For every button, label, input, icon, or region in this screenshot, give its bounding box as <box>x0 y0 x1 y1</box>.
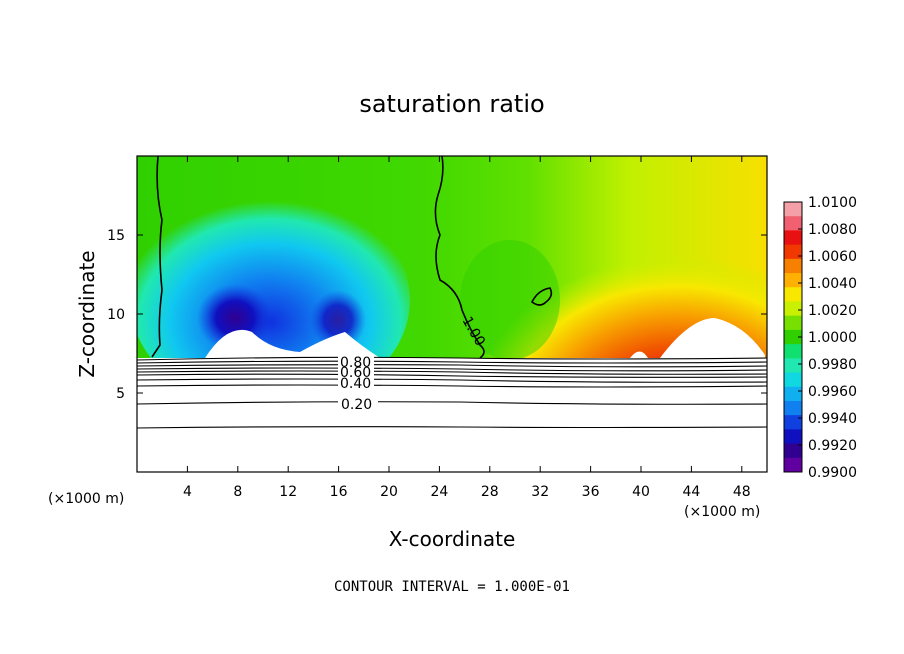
x-tick-label: 20 <box>380 484 398 500</box>
colorbar: 1.0100 1.0080 1.0060 1.0040 1.0020 1.0000 0.99… <box>783 195 857 481</box>
colorbar-segment <box>784 400 802 416</box>
contour-label-0-20: 0.20 <box>341 397 372 413</box>
lower-contours <box>137 356 767 429</box>
x-unit-label-left: (×1000 m) <box>48 491 124 507</box>
colorbar-segment <box>784 344 802 359</box>
colorbar-segment <box>784 429 802 445</box>
x-tick-label: 48 <box>733 484 751 500</box>
x-tick-label: 36 <box>582 484 600 500</box>
x-tick-label: 32 <box>531 484 549 500</box>
colorbar-tick-label: 1.0020 <box>808 303 857 319</box>
y-axis-ticks: 5 10 15 <box>107 228 767 402</box>
x-tick-label: 16 <box>330 484 348 500</box>
lower-region <box>137 358 767 472</box>
colorbar-segment <box>784 202 802 217</box>
plot-area: 0.80 0.60 0.40 0.20 1.00 <box>137 156 767 472</box>
colorbar-segment <box>784 244 802 260</box>
y-tick-label: 15 <box>107 228 125 244</box>
x-tick-label: 28 <box>481 484 499 500</box>
colorbar-segment <box>784 386 802 402</box>
blue-core-right <box>310 290 366 350</box>
colorbar-segment <box>784 216 802 231</box>
y-tick-label: 5 <box>116 386 125 402</box>
x-unit-label-right: (×1000 m) <box>684 504 760 520</box>
x-tick-label: 8 <box>233 484 242 500</box>
x-axis-ticks: 4 8 12 16 20 24 28 32 36 40 44 48 <box>183 156 751 500</box>
x-axis-title: X-coordinate <box>389 527 516 551</box>
colorbar-tick-label: 0.9920 <box>808 438 857 454</box>
colorbar-segment <box>784 329 802 345</box>
contour-interval-note: CONTOUR INTERVAL = 1.000E-01 <box>334 579 570 595</box>
contour-1-00-left <box>151 156 163 358</box>
contour-1-00-mid <box>434 156 485 359</box>
colorbar-tick-label: 1.0040 <box>808 276 857 292</box>
colorbar-tick-label: 0.9940 <box>808 411 857 427</box>
colorbar-tick-label: 0.9900 <box>808 465 857 481</box>
terrain-left-peak <box>205 329 380 358</box>
colorbar-segment <box>784 443 802 459</box>
terrain-small-peak <box>630 351 648 358</box>
colorbar-segment <box>784 415 802 430</box>
colorbar-tick-label: 1.0000 <box>808 330 857 346</box>
colorbar-segment <box>784 358 802 374</box>
x-tick-label: 40 <box>632 484 650 500</box>
contour-1-00-island <box>530 287 553 306</box>
colorbar-segment <box>784 230 802 246</box>
green-band <box>460 240 560 360</box>
x-tick-label: 4 <box>183 484 192 500</box>
colorbar-tick-label: 0.9980 <box>808 357 857 373</box>
colorbar-tick-label: 1.0060 <box>808 249 857 265</box>
colorbar-segment <box>784 301 802 317</box>
colorbar-tick-label: 1.0100 <box>808 195 857 211</box>
colorbar-segment <box>784 372 802 388</box>
colorbar-segment <box>784 273 802 288</box>
y-axis-title: Z-coordinate <box>75 250 99 377</box>
colorbar-tick-label: 1.0080 <box>808 222 857 238</box>
colorbar-segment <box>784 457 802 473</box>
colorbar-tick-label: 0.9960 <box>808 384 857 400</box>
x-tick-label: 12 <box>279 484 297 500</box>
chart-title: saturation ratio <box>359 90 544 118</box>
y-tick-label: 10 <box>107 307 125 323</box>
contour-label-0-40: 0.40 <box>340 376 371 392</box>
colorbar-segment <box>784 258 802 274</box>
colorbar-segment <box>784 287 802 302</box>
terrain-right-peak <box>660 318 765 358</box>
x-tick-label: 24 <box>430 484 448 500</box>
x-tick-label: 44 <box>682 484 700 500</box>
colorbar-segment <box>784 315 802 331</box>
